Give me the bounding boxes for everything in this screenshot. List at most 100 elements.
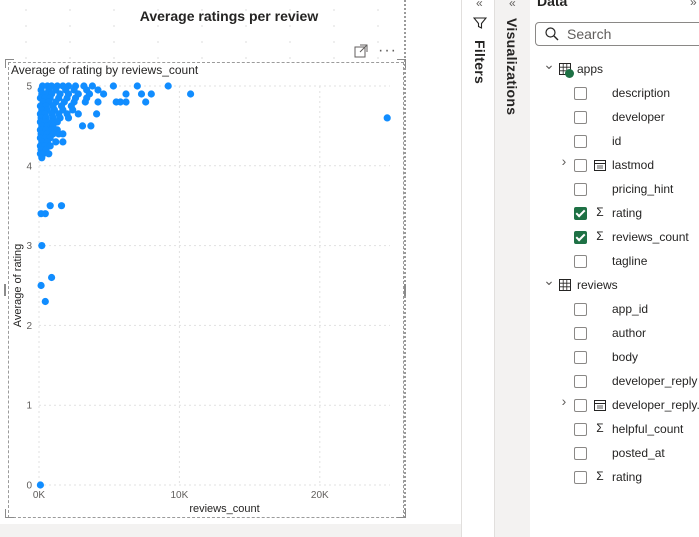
table-reviews[interactable]: ⌄ reviews xyxy=(530,272,699,296)
data-point[interactable] xyxy=(88,82,96,90)
data-point[interactable] xyxy=(87,122,95,130)
visualizations-pane[interactable]: « Visualizations xyxy=(494,0,531,537)
data-point[interactable] xyxy=(133,82,141,90)
filters-pane[interactable]: « Filters xyxy=(461,0,494,537)
table-apps[interactable]: ⌄ apps xyxy=(530,56,699,80)
data-point[interactable] xyxy=(52,138,60,146)
field-checkbox[interactable] xyxy=(574,207,587,220)
search-input[interactable] xyxy=(567,25,697,43)
field-developer_reply.[interactable]: › developer_reply. xyxy=(530,394,699,416)
field-checkbox[interactable] xyxy=(574,231,587,244)
data-point[interactable] xyxy=(64,114,73,122)
resize-handle-left[interactable] xyxy=(4,284,10,296)
field-description[interactable]: description xyxy=(530,82,699,104)
field-checkbox[interactable] xyxy=(574,327,587,340)
x-axis-title: reviews_count xyxy=(189,503,259,515)
data-point[interactable] xyxy=(122,98,130,106)
field-checkbox[interactable] xyxy=(574,87,587,100)
data-point[interactable] xyxy=(57,202,66,210)
field-checkbox[interactable] xyxy=(574,447,587,460)
resize-handle-bottom-right[interactable] xyxy=(397,509,406,518)
data-point[interactable] xyxy=(383,114,391,122)
field-pricing_hint[interactable]: pricing_hint xyxy=(530,178,699,200)
field-checkbox[interactable] xyxy=(574,471,587,484)
field-checkbox[interactable] xyxy=(574,399,587,412)
field-tagline[interactable]: tagline xyxy=(530,250,699,272)
data-point[interactable] xyxy=(137,90,146,98)
data-point[interactable] xyxy=(37,281,45,290)
data-point[interactable] xyxy=(59,130,67,138)
data-point[interactable] xyxy=(41,297,49,306)
field-app_id[interactable]: app_id xyxy=(530,298,699,320)
data-point[interactable] xyxy=(164,82,172,90)
filters-label[interactable]: Filters xyxy=(472,40,488,85)
y-tick-label: 0 xyxy=(26,481,32,492)
focus-mode-icon[interactable] xyxy=(354,44,368,58)
data-point[interactable] xyxy=(38,154,46,162)
resize-handle-top-right[interactable] xyxy=(397,59,406,68)
resize-handle-right[interactable] xyxy=(400,284,406,296)
field-name: app_id xyxy=(612,302,649,316)
data-point[interactable] xyxy=(122,90,130,98)
data-point[interactable] xyxy=(69,106,77,114)
data-point[interactable] xyxy=(116,98,124,106)
search-box[interactable] xyxy=(535,22,699,46)
field-checkbox[interactable] xyxy=(574,183,587,196)
field-body[interactable]: body xyxy=(530,346,699,368)
data-point[interactable] xyxy=(38,242,46,250)
data-point[interactable] xyxy=(100,90,108,98)
collapse-data-icon[interactable]: » xyxy=(690,0,697,9)
chevron-right-icon[interactable]: › xyxy=(561,393,567,409)
field-checkbox[interactable] xyxy=(574,351,587,364)
data-point[interactable] xyxy=(48,273,56,282)
field-checkbox[interactable] xyxy=(574,135,587,148)
field-name: rating xyxy=(612,470,643,484)
data-point[interactable] xyxy=(81,98,89,106)
data-point[interactable] xyxy=(59,138,67,146)
more-options-icon[interactable]: ··· xyxy=(378,42,397,59)
y-tick-label: 3 xyxy=(26,241,32,252)
collapse-visualizations-icon[interactable]: « xyxy=(509,0,516,10)
data-point[interactable] xyxy=(147,90,155,98)
field-lastmod[interactable]: › lastmod xyxy=(530,154,699,176)
data-point[interactable] xyxy=(36,481,45,489)
chevron-right-icon[interactable]: › xyxy=(561,153,567,169)
field-checkbox[interactable] xyxy=(574,423,587,436)
x-tick-label: 10K xyxy=(171,490,189,501)
field-checkbox[interactable] xyxy=(574,375,587,388)
data-point[interactable] xyxy=(41,210,49,218)
data-point[interactable] xyxy=(46,202,54,210)
chevron-down-icon[interactable]: ⌄ xyxy=(543,272,555,288)
field-posted_at[interactable]: posted_at xyxy=(530,442,699,464)
data-point[interactable] xyxy=(74,110,82,118)
data-point[interactable] xyxy=(78,122,87,130)
field-name: pricing_hint xyxy=(612,182,674,196)
field-checkbox[interactable] xyxy=(574,255,587,268)
scatter-visual[interactable] xyxy=(8,62,404,518)
data-point[interactable] xyxy=(94,86,102,94)
collapse-filters-icon[interactable]: « xyxy=(476,0,483,10)
visualizations-label[interactable]: Visualizations xyxy=(504,18,520,116)
data-point[interactable] xyxy=(187,90,195,98)
field-developer[interactable]: developer xyxy=(530,106,699,128)
visual-title[interactable]: Average ratings per review xyxy=(139,8,319,24)
field-author[interactable]: author xyxy=(530,322,699,344)
data-pane[interactable]: Data » ⌄ apps description developer id › lastm… xyxy=(530,0,699,537)
field-developer_reply[interactable]: developer_reply xyxy=(530,370,699,392)
resize-handle-bottom-left[interactable] xyxy=(5,509,14,518)
data-point[interactable] xyxy=(45,150,53,158)
data-point[interactable] xyxy=(142,98,150,106)
resize-handle-top-left[interactable] xyxy=(5,59,14,68)
data-point[interactable] xyxy=(93,110,101,118)
field-checkbox[interactable] xyxy=(574,303,587,316)
chevron-down-icon[interactable]: ⌄ xyxy=(543,56,555,72)
field-checkbox[interactable] xyxy=(574,159,587,172)
field-id[interactable]: id xyxy=(530,130,699,152)
data-point[interactable] xyxy=(94,98,102,106)
field-checkbox[interactable] xyxy=(574,111,587,124)
data-point[interactable] xyxy=(109,82,117,90)
